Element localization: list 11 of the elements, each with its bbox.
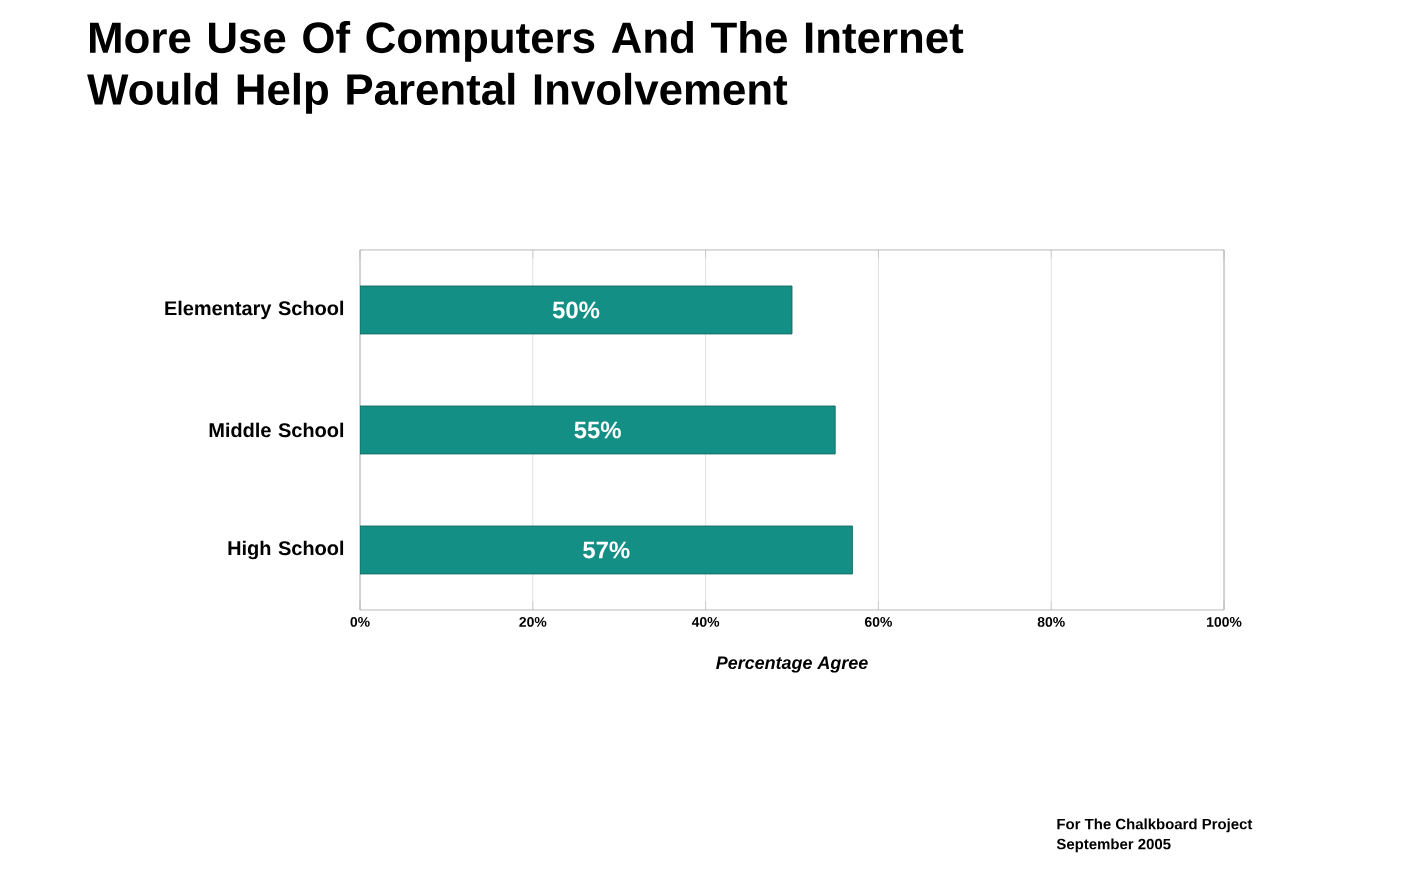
y-tick-label: Elementary School <box>165 300 344 320</box>
bar <box>360 525 853 575</box>
y-tick-label: High School <box>228 540 344 560</box>
bar <box>360 285 793 335</box>
data-label: 55% <box>574 421 621 439</box>
y-tick-label: Middle School <box>209 422 344 438</box>
chart-title: More Use Of Computers And The Internet Would Help Parental Involvement <box>87 21 964 114</box>
data-label: 50% <box>552 301 600 319</box>
x-axis-title: Percentage Agree <box>716 656 868 673</box>
bar <box>360 405 836 455</box>
data-label: 57% <box>583 541 630 559</box>
